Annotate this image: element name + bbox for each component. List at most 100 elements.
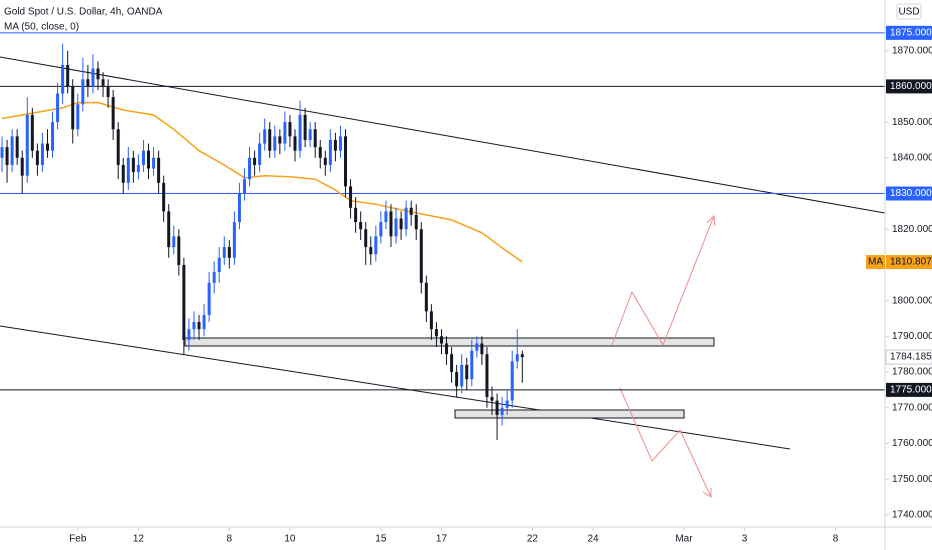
candle-body [389, 211, 393, 237]
ma-name-tag [866, 255, 885, 270]
candle-body [177, 236, 181, 265]
candle-body [40, 143, 44, 165]
candle-body [182, 264, 186, 340]
candle-body [369, 247, 373, 255]
level-tag [886, 25, 932, 40]
candle-body [232, 222, 236, 258]
x-tick-label: Mar [675, 534, 693, 545]
arrow-head [706, 214, 716, 227]
candle-body [263, 129, 267, 144]
currency-label[interactable]: USD [898, 7, 919, 18]
ma-value-tag [886, 255, 932, 270]
level-label: 1860.000 [890, 81, 932, 92]
candle-body [76, 104, 80, 130]
x-tick-label: 3 [742, 534, 748, 545]
candle-body [207, 282, 211, 315]
candle-body [71, 86, 75, 130]
candle-body [5, 147, 9, 165]
candle-body [323, 157, 327, 165]
candle-body [147, 150, 151, 169]
y-tick-label: 1850.000 [892, 117, 932, 128]
candle-body [15, 136, 19, 158]
candle-body [379, 222, 383, 237]
y-tick-label: 1840.000 [892, 152, 932, 163]
candle-body [399, 218, 403, 230]
candle-body [268, 129, 272, 151]
candle-body [126, 157, 130, 183]
candle-body [374, 236, 378, 255]
candle-body [51, 122, 55, 151]
last-price-label: 1784.185 [890, 352, 932, 363]
x-tick-label: 24 [587, 534, 599, 545]
candle-body [217, 257, 221, 273]
ma-value-label: 1810.807 [890, 257, 932, 268]
candle-body [202, 314, 206, 330]
candle-body [424, 282, 428, 312]
candle-body [465, 364, 469, 380]
level-tag [886, 79, 932, 94]
candle-body [162, 182, 166, 212]
candle-body [419, 229, 423, 283]
last-price-tag [885, 349, 932, 365]
moving-average [1, 101, 523, 263]
candle-body [338, 136, 342, 151]
candle-body [480, 343, 484, 355]
projection [611, 215, 715, 347]
candle-body [278, 136, 282, 144]
candle-body [192, 322, 196, 330]
candle-body [45, 143, 49, 151]
x-tick-label: 10 [284, 534, 296, 545]
currency-button[interactable] [896, 3, 922, 20]
candle-body [404, 207, 408, 230]
candle-body [86, 79, 90, 87]
candle-body [490, 397, 494, 401]
x-tick-label: Feb [69, 534, 87, 545]
x-tick-label: 15 [375, 534, 387, 545]
level-label: 1875.000 [890, 27, 932, 38]
plot-area [0, 32, 885, 498]
candle-body [0, 147, 4, 158]
candle-body [111, 97, 115, 130]
candle-body [121, 164, 125, 183]
price-axis: 1740.000 1750.000 1760.000 1770.000 1780.000… [866, 25, 932, 521]
y-tick-label: 1770.000 [892, 402, 932, 413]
candle-body [303, 114, 307, 140]
y-tick-label: 1740.000 [892, 510, 932, 521]
candle-body [136, 164, 140, 173]
x-tick-label: 8 [227, 534, 233, 545]
candle-body [253, 157, 257, 165]
candle-body [248, 157, 252, 180]
candle-body [106, 86, 110, 98]
y-tick-label: 1800.000 [892, 295, 932, 306]
candle-body [505, 400, 509, 408]
trendline [0, 56, 885, 214]
candle-body [141, 150, 145, 165]
candle-body [293, 136, 297, 151]
candle-body [61, 64, 65, 94]
candle-body [91, 68, 95, 87]
zone [184, 337, 715, 347]
candle-body [515, 354, 519, 362]
candle-body [227, 247, 231, 258]
y-tick-label: 1820.000 [892, 224, 932, 235]
candle-body [242, 179, 246, 194]
candle-body [394, 218, 398, 237]
candle-body [288, 122, 292, 137]
candle-body [520, 354, 524, 358]
y-tick-label: 1750.000 [892, 474, 932, 485]
symbol-title: Gold Spot / U.S. Dollar, 4h, OANDA [4, 7, 163, 18]
y-tick-label: 1870.000 [892, 45, 932, 56]
candle-body [450, 354, 454, 373]
candle-body [354, 207, 358, 223]
y-tick-label: 1760.000 [892, 438, 932, 449]
candle-body [328, 139, 332, 165]
zone [454, 409, 685, 419]
x-tick-label: 17 [436, 534, 448, 545]
y-tick-label: 1780.000 [892, 367, 932, 378]
candle-body [96, 68, 100, 80]
candle-body [258, 143, 262, 165]
arrow-head [702, 488, 712, 498]
